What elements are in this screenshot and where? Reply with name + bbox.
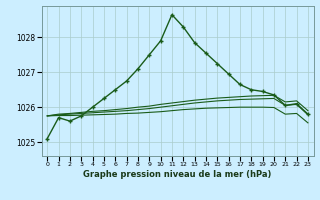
- X-axis label: Graphe pression niveau de la mer (hPa): Graphe pression niveau de la mer (hPa): [84, 170, 272, 179]
